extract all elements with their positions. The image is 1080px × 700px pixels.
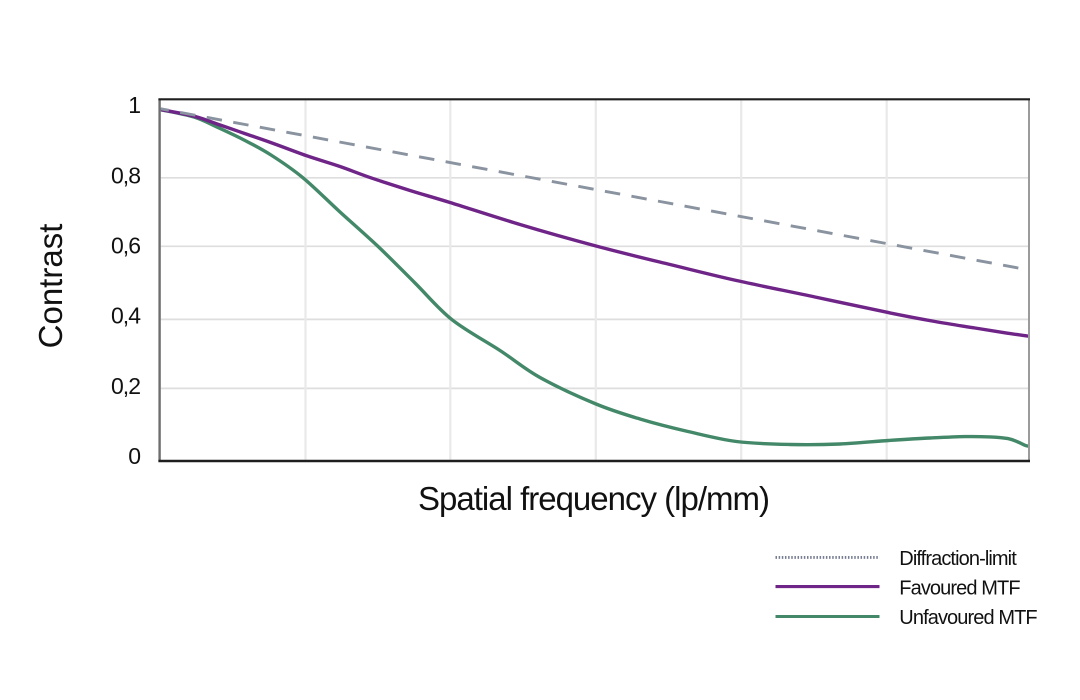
svg-text:0,8: 0,8 [111,162,140,188]
svg-text:Diffraction-limit: Diffraction-limit [899,548,1017,570]
svg-text:Spatial frequency (lp/mm): Spatial frequency (lp/mm) [418,480,769,517]
svg-text:0,2: 0,2 [111,373,140,399]
svg-text:Unfavoured MTF: Unfavoured MTF [899,607,1037,629]
svg-text:0: 0 [128,443,140,469]
svg-text:1: 1 [128,92,140,118]
svg-text:Contrast: Contrast [32,224,69,349]
svg-text:0,6: 0,6 [111,233,140,259]
svg-text:0,4: 0,4 [111,303,141,329]
svg-text:Favoured MTF: Favoured MTF [899,577,1020,599]
